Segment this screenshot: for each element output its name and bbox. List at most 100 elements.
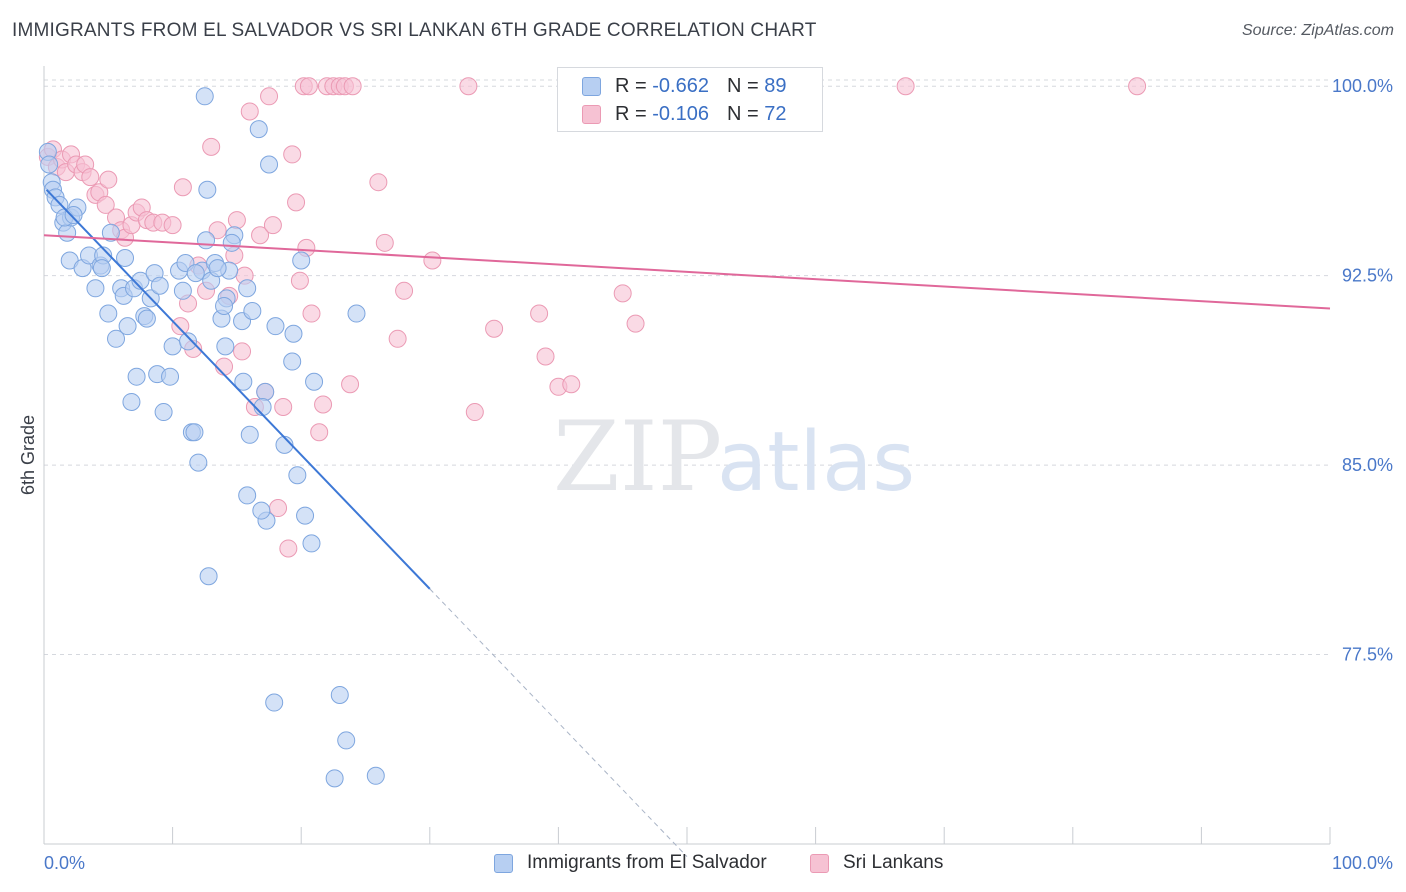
el-salvador-point (222, 233, 241, 252)
watermark-atlas: atlas (717, 415, 915, 510)
sri-lankans-point (290, 271, 309, 290)
sri-lankans-point (233, 342, 252, 361)
el-salvador-point (173, 281, 192, 300)
el-salvador-point (330, 685, 349, 704)
sri-lankans-point (562, 375, 581, 394)
el-salvador-point (195, 87, 214, 106)
el-salvador-point (284, 324, 303, 343)
sri-lankans-point (227, 211, 246, 230)
el-salvador-point (40, 155, 59, 174)
legend-r-value: -0.106 (652, 102, 709, 125)
el-salvador-point (185, 423, 204, 442)
el-salvador-point (86, 279, 105, 298)
sri-lankans-point (369, 173, 388, 192)
el-salvador-trend-extension (429, 588, 688, 857)
el-salvador-point (266, 317, 285, 336)
el-salvador-point (163, 337, 182, 356)
el-salvador-point (215, 296, 234, 315)
sri-lankans-point (171, 317, 190, 336)
sri-lankans-point (310, 423, 329, 442)
el-salvador-point (292, 251, 311, 270)
sri-lankans-point (299, 77, 318, 96)
y-axis-label: 6th Grade (18, 415, 38, 495)
sri-lankans-point (279, 539, 298, 558)
sri-lankans-point (215, 357, 234, 376)
sri-lankans-point (202, 137, 221, 156)
el-salvador-point (150, 276, 169, 295)
el-salvador-point (116, 248, 135, 267)
sri-lankans-point (173, 178, 192, 197)
el-salvador-point (337, 731, 356, 750)
el-salvador-point (240, 425, 259, 444)
x-tick-label: 100.0% (1332, 853, 1393, 873)
sri-lankans-point (260, 87, 279, 106)
el-salvador-point (208, 259, 227, 278)
y-tick-label: 100.0% (1332, 76, 1393, 96)
el-salvador-point (260, 155, 279, 174)
el-salvador-point (137, 309, 156, 328)
trend-lines (43, 189, 1331, 857)
sri-lankans-point (274, 398, 293, 417)
sri-lankans-point (459, 77, 478, 96)
el-salvador-point (197, 231, 216, 250)
el-salvador-point (253, 398, 272, 417)
el-salvador-point (302, 534, 321, 553)
el-salvador-point (58, 223, 77, 242)
el-salvador-point (296, 506, 315, 525)
sri-lankans-point (96, 195, 115, 214)
sri-lankans-point (163, 216, 182, 235)
y-tick-label: 85.0% (1342, 455, 1393, 475)
sri-lankans-point (395, 281, 414, 300)
legend-n-value: 89 (764, 74, 787, 97)
el-salvador-point (238, 486, 257, 505)
bottom-legend-label: Immigrants from El Salvador (527, 852, 767, 873)
tick-labels: 77.5% 85.0% 92.5% 100.0% 0.0% 100.0% (44, 76, 1393, 873)
bottom-legend-label: Sri Lankans (843, 852, 944, 873)
bottom-legend-swatch-blue (494, 853, 513, 873)
el-salvador-point (252, 501, 271, 520)
sri-lankans-point (388, 329, 407, 348)
stats-legend: R = -0.662 N = 89 R = -0.106 N = 72 (557, 67, 823, 132)
el-salvador-trend-line (45, 189, 431, 590)
legend-row-sri-lankans: R = -0.106 N = 72 (582, 100, 786, 128)
el-salvador-point (99, 304, 118, 323)
el-salvador-point (305, 372, 324, 391)
el-salvador-point (238, 279, 257, 298)
sri-lankans-point (263, 216, 282, 235)
legend-n-label: N = (726, 74, 759, 97)
sri-lankans-point (283, 145, 302, 164)
legend-r-label: R = (615, 102, 647, 125)
sri-lankans-point (626, 314, 645, 333)
el-salvador-point (189, 453, 208, 472)
el-salvador-point (243, 302, 262, 321)
el-salvador-point (107, 329, 126, 348)
source-label: Source: ZipAtlas.com (1241, 22, 1394, 39)
sri-lankans-point (341, 375, 360, 394)
bottom-legend-swatch-pink (810, 853, 829, 873)
el-salvador-point (288, 466, 307, 485)
sri-lankans-point (485, 319, 504, 338)
bottom-legend-el-salvador[interactable]: Immigrants from El Salvador (494, 852, 767, 874)
y-tick-label: 77.5% (1342, 645, 1393, 665)
watermark: ZIP atlas (553, 401, 915, 513)
sri-lankans-point (536, 347, 555, 366)
sri-lankans-point (314, 395, 333, 414)
el-salvador-point (101, 223, 120, 242)
sri-lankans-point (302, 304, 321, 323)
bottom-legend-sri-lankans[interactable]: Sri Lankans (810, 852, 943, 874)
legend-r-value: -0.662 (652, 74, 709, 97)
y-tick-label: 92.5% (1342, 266, 1393, 286)
sri-lankans-point (240, 102, 259, 121)
sri-lankans-point (208, 221, 227, 240)
el-salvador-point (131, 271, 150, 290)
el-salvador-point (118, 317, 137, 336)
el-salvador-point (154, 403, 173, 422)
sri-lankans-point (343, 77, 362, 96)
el-salvador-point (179, 332, 198, 351)
legend-row-el-salvador: R = -0.662 N = 89 (582, 72, 786, 100)
el-salvador-point (199, 567, 218, 586)
el-salvador-point (256, 382, 275, 401)
sri-lankans-point (423, 251, 442, 270)
el-salvador-point (249, 120, 268, 139)
